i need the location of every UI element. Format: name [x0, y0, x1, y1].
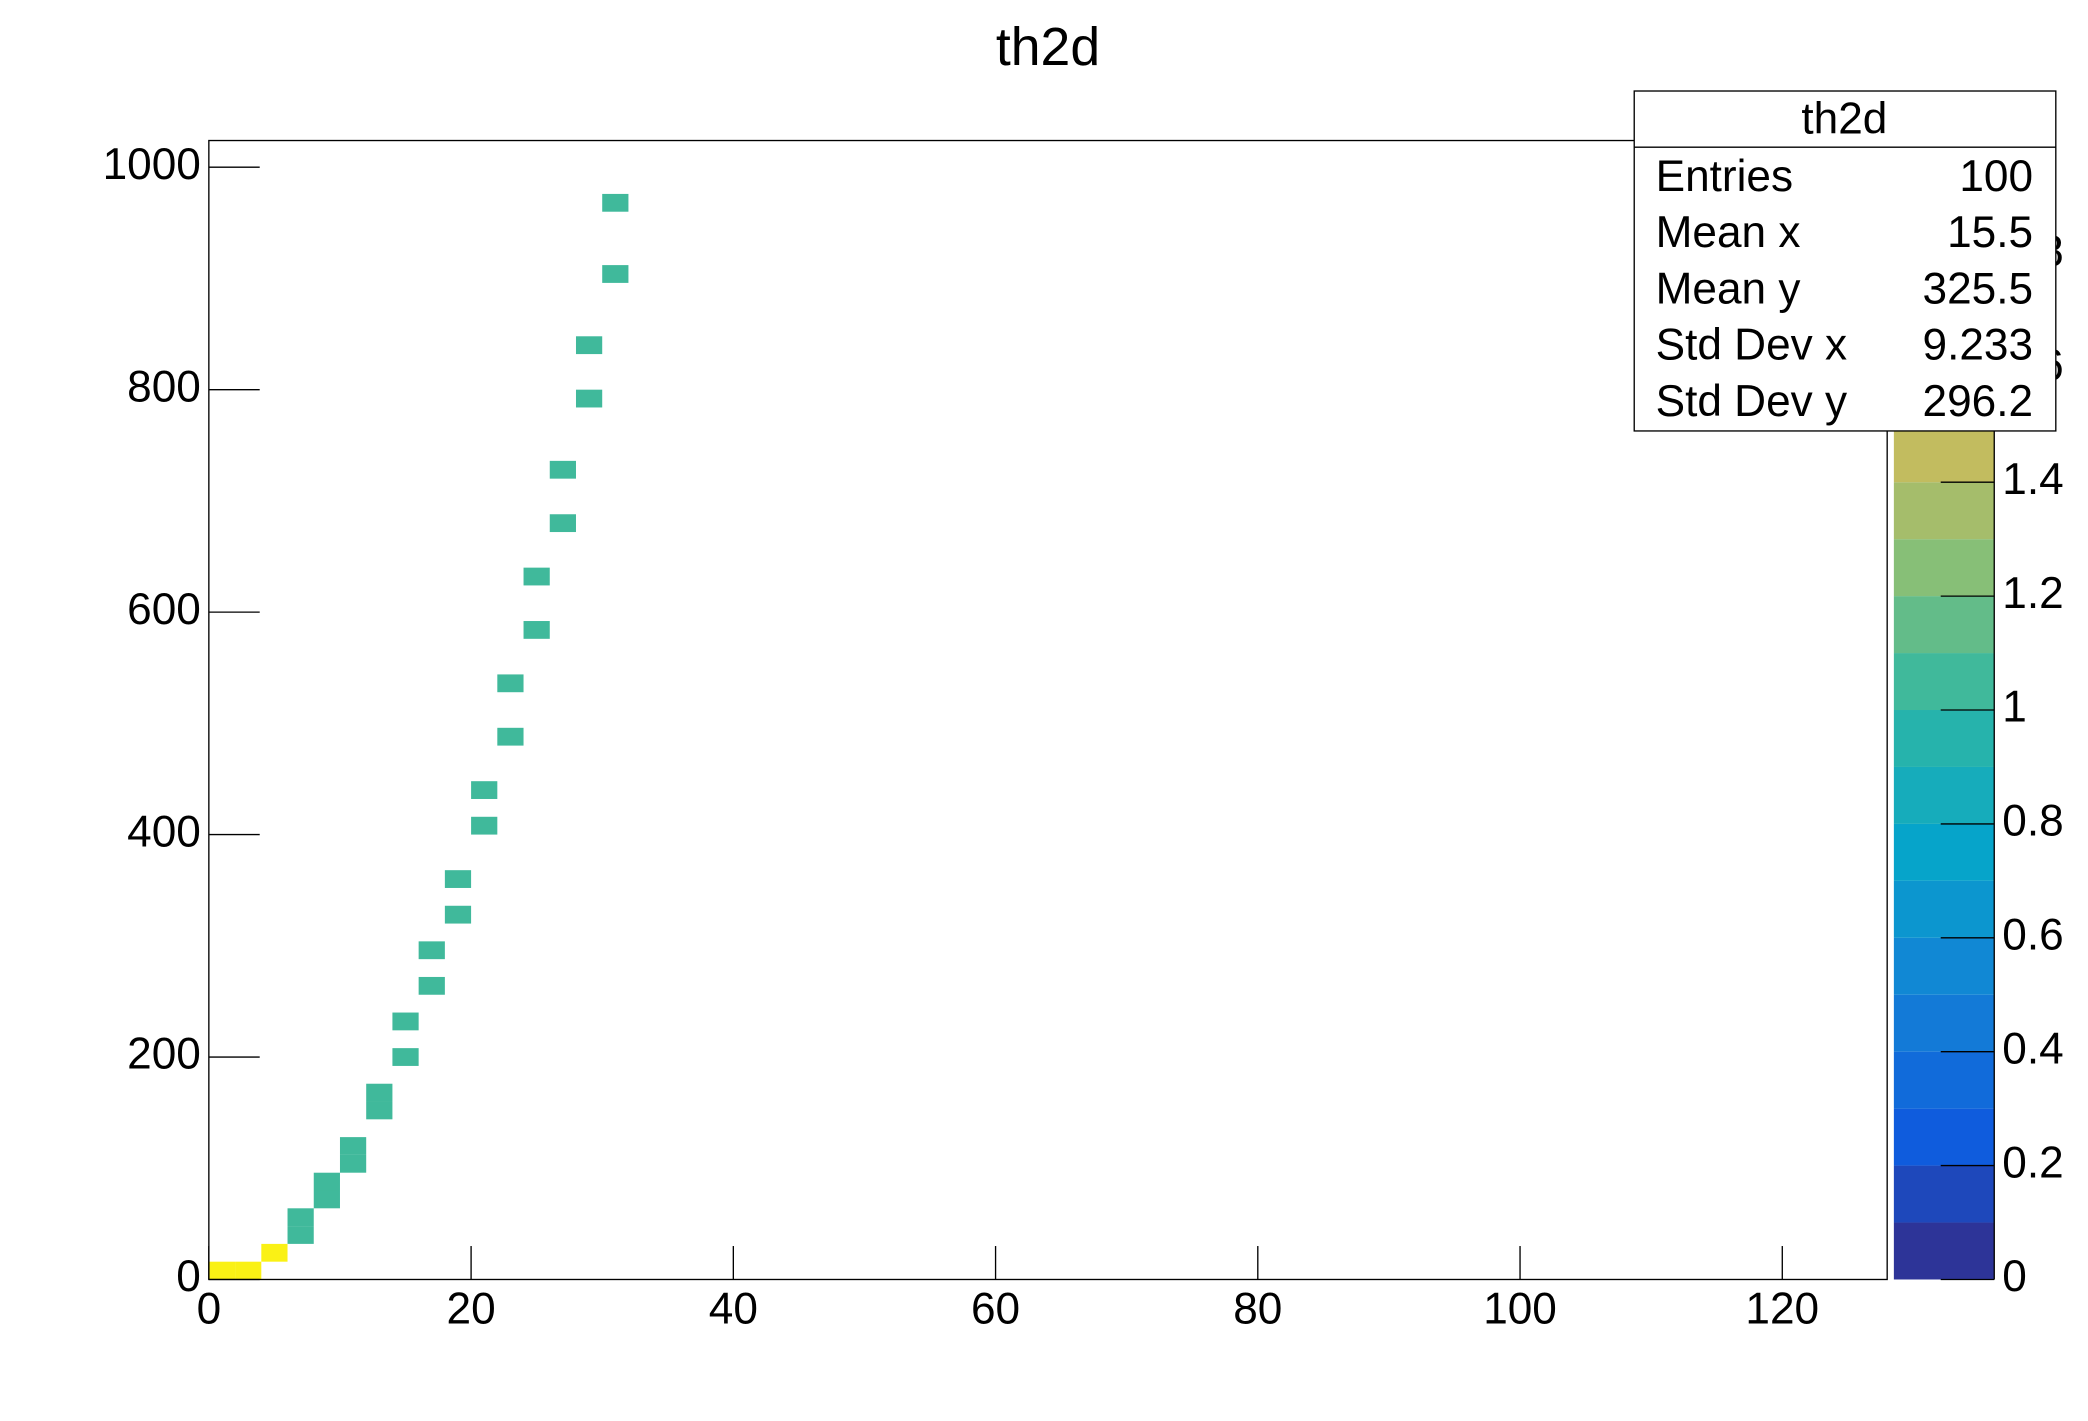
stats-label: Mean y	[1656, 264, 1801, 313]
x-tick-label: 0	[197, 1284, 222, 1333]
heat-cell	[418, 976, 445, 995]
heat-cell	[444, 905, 472, 924]
y-tick-label: 0	[176, 1252, 201, 1301]
palette-band	[1893, 1051, 1995, 1109]
heat-cell	[313, 1172, 340, 1191]
palette-band	[1893, 1108, 1995, 1166]
x-tick-label: 60	[971, 1284, 1020, 1333]
palette-band	[1893, 1165, 1995, 1223]
plot-area	[208, 193, 629, 1280]
x-tick-label: 120	[1745, 1284, 1819, 1333]
z-tick-label: 0.4	[2002, 1024, 2063, 1073]
stats-value: 9.233	[1923, 321, 2034, 370]
x-tick-label: 20	[447, 1284, 496, 1333]
stats-box: th2d Entries 100 Mean x 15.5 Mean y 325.5 Std …	[1633, 90, 2057, 432]
heat-cell	[575, 389, 603, 408]
stats-value: 296.2	[1923, 377, 2034, 426]
y-tick-label: 800	[127, 362, 201, 411]
palette-band	[1893, 710, 1995, 767]
palette-band	[1893, 1222, 1995, 1280]
y-tick-label: 400	[127, 807, 201, 856]
palette-band	[1893, 425, 1995, 483]
palette-band	[1893, 823, 1995, 881]
heat-cell	[339, 1137, 367, 1155]
heat-cell	[366, 1083, 393, 1102]
palette-band	[1893, 994, 1995, 1052]
palette-band	[1893, 653, 1995, 711]
y-tick-label: 1000	[103, 140, 201, 189]
stats-label: Entries	[1656, 152, 1793, 201]
x-tick-label: 100	[1483, 1284, 1557, 1333]
stats-value: 325.5	[1923, 264, 2034, 313]
stats-label: Std Dev y	[1656, 377, 1847, 426]
heat-cell	[471, 816, 498, 835]
palette-band	[1893, 539, 1995, 597]
heat-cell	[287, 1208, 314, 1227]
stats-value: 15.5	[1947, 208, 2033, 257]
heat-cell	[261, 1243, 288, 1262]
heat-cell	[287, 1226, 314, 1244]
x-tick-label: 80	[1233, 1284, 1282, 1333]
heat-cell	[208, 1261, 236, 1280]
heat-cell	[339, 1154, 367, 1173]
stats-value: 100	[1959, 152, 2033, 201]
z-tick-label: 1.4	[2002, 455, 2063, 504]
heat-cell	[444, 870, 472, 888]
heat-cell	[602, 193, 629, 212]
palette-band	[1893, 766, 1995, 824]
frame	[208, 139, 1888, 1281]
z-tick-label: 0.6	[2002, 910, 2063, 959]
heat-cell	[575, 336, 603, 355]
heat-cell	[235, 1261, 262, 1280]
x-tick-label: 40	[709, 1284, 758, 1333]
heat-cell	[366, 1101, 393, 1120]
z-tick-label: 1.2	[2002, 569, 2063, 618]
heat-cell	[602, 265, 629, 283]
heat-cell	[523, 567, 550, 586]
z-tick-label: 1	[2002, 683, 2027, 732]
heat-cell	[549, 460, 576, 479]
heat-cell	[497, 727, 524, 746]
heat-cell	[392, 1012, 419, 1031]
palette-band	[1893, 937, 1995, 995]
chart-title: th2d	[996, 18, 1100, 77]
heat-cell	[523, 621, 550, 639]
palette-band	[1893, 482, 1995, 540]
stats-label: Mean x	[1656, 208, 1801, 257]
y-tick-label: 600	[127, 585, 201, 634]
heat-cell	[471, 781, 498, 799]
heat-cell	[497, 674, 524, 693]
heat-cell	[313, 1190, 340, 1209]
y-tick-label: 200	[127, 1030, 201, 1079]
palette-band	[1893, 596, 1995, 654]
palette-band	[1893, 880, 1995, 938]
z-tick-label: 0	[2002, 1252, 2027, 1301]
heat-cell	[549, 514, 576, 533]
stats-title: th2d	[1801, 94, 1887, 143]
z-tick-label: 0.8	[2002, 797, 2063, 846]
z-tick-label: 0.2	[2002, 1138, 2063, 1187]
heat-cell	[392, 1048, 419, 1066]
heat-cell	[418, 941, 445, 960]
stats-label: Std Dev x	[1656, 321, 1847, 370]
